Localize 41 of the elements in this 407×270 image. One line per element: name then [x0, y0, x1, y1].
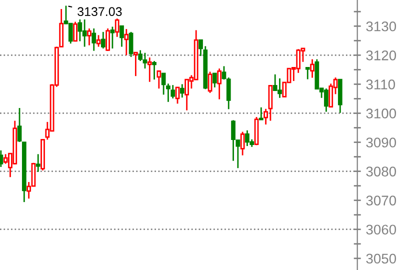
candlestick: [156, 70, 162, 90]
candlestick: [128, 31, 134, 58]
candlestick: [114, 18, 120, 38]
candlestick: [212, 72, 217, 88]
y-tick-label: 3090: [366, 138, 396, 148]
candlestick: [124, 28, 129, 56]
candlestick: [87, 28, 92, 46]
candlestick: [138, 50, 143, 62]
annotation: 3137.03: [78, 7, 122, 16]
candlestick: [258, 106, 264, 120]
candlestick: [92, 28, 96, 52]
y-tick-label: 3080: [366, 166, 396, 176]
candlestick: [100, 31, 106, 50]
candlestick: [310, 58, 314, 78]
candlestick: [268, 84, 273, 122]
y-tick-label: 3130: [366, 21, 396, 32]
candlestick: [96, 34, 101, 48]
y-tick-label: 3110: [366, 80, 396, 90]
candlestick: [175, 86, 180, 104]
y-tick-label: 3060: [366, 224, 396, 235]
candlestick: [217, 68, 222, 100]
candlestick: [328, 82, 334, 108]
candlestick: [264, 108, 268, 126]
candlestick: [120, 25, 124, 48]
candlestick: [73, 21, 78, 42]
y-tick-label: 3050: [366, 254, 396, 264]
y-tick-label: 3100: [366, 108, 396, 118]
candlestick: [110, 26, 115, 50]
candlestick: [208, 71, 212, 94]
candlestick: [152, 60, 156, 80]
candlestick: [17, 107, 22, 143]
candlestick: [305, 66, 310, 80]
candlestick: [68, 22, 73, 44]
candlestick: [180, 84, 184, 98]
candlestick: [134, 52, 138, 77]
y-tick-label: 3120: [366, 50, 396, 60]
candlestick: [106, 28, 110, 52]
candlestick: [240, 131, 245, 156]
y-tick-label: 3070: [366, 196, 396, 206]
candlestick: [147, 56, 152, 83]
candlestick: [36, 153, 40, 173]
